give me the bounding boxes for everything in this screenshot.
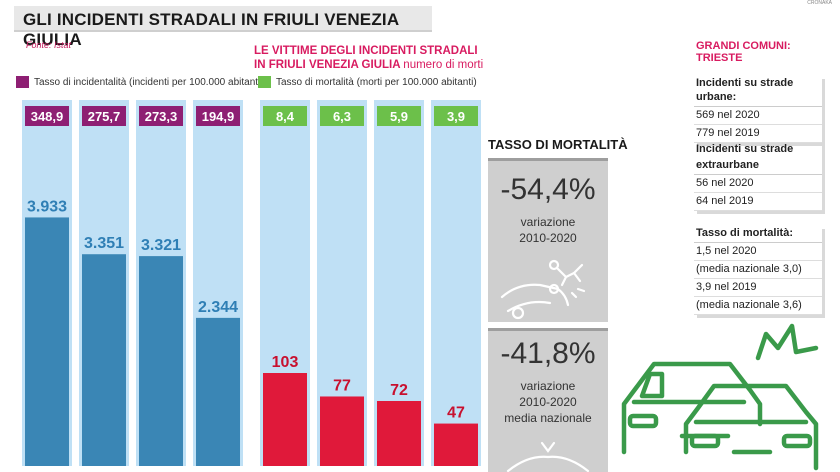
victims-rate-badge [263, 106, 307, 126]
mortality-title: TASSO DI MORTALITÀ [488, 137, 628, 152]
victims-value-label: 72 [390, 382, 408, 399]
victims-title-note: numero di morti [403, 59, 484, 71]
victims-title-line2: IN FRIULI VENEZIA GIULIA [254, 59, 401, 71]
incidents-value-label: 3.351 [84, 235, 124, 252]
cars-crash-icon [621, 323, 819, 471]
incidents-legend-label: Tasso di incidentalità (incidenti per 10… [34, 76, 264, 88]
victims-value-label: 103 [272, 354, 299, 371]
trieste-urban-heading: Incidenti su strade urbane: [694, 76, 822, 107]
title-box: GLI INCIDENTI STRADALI IN FRIULI VENEZIA… [14, 6, 432, 49]
trieste-mortality-row: 3,9 nel 2019 [694, 279, 822, 297]
mortality-box1-line1: variazione [520, 215, 576, 229]
mortality-box1-line2: 2010-2020 [519, 231, 577, 245]
incidents-rate-label: 194,9 [202, 109, 235, 124]
victims-bar [377, 400, 421, 466]
incidents-legend-swatch [16, 76, 29, 88]
trieste-urban-row: 569 nel 2020 [694, 107, 822, 125]
mortality-box2-line2: 2010-2020 [519, 395, 577, 409]
victims-rate-badge [434, 106, 478, 126]
incidents-rate-badge [82, 106, 126, 126]
source-label: Fonte: Istat [26, 40, 72, 50]
incidents-rate-label: 275,7 [88, 109, 121, 124]
trieste-mortality-row: (media nazionale 3,6) [694, 297, 822, 315]
trieste-urban-block: Incidenti su strade urbane: 569 nel 2020… [694, 76, 822, 143]
victims-value-label: 47 [447, 405, 465, 422]
incidents-bar [82, 254, 126, 466]
victims-rate-label: 6,3 [333, 109, 351, 124]
incidents-bar [196, 317, 240, 466]
mortality-box-fvg: -54,4% variazione 2010-2020 [488, 158, 608, 322]
trieste-urban-row: 779 nel 2019 [694, 125, 822, 143]
victims-value-label: 77 [333, 377, 351, 394]
incidents-legend: Tasso di incidentalità (incidenti per 10… [16, 76, 264, 88]
victims-legend: Tasso di mortalità (morti per 100.000 ab… [258, 76, 477, 88]
crash-icon [506, 441, 590, 472]
victims-bar [320, 396, 364, 466]
victims-title-line1: LE VITTIME DEGLI INCIDENTI STRADALI [254, 45, 478, 57]
mortality-box2-line3: media nazionale [504, 411, 592, 425]
incidents-rate-badge [196, 106, 240, 126]
trieste-extra-heading-1: Incidenti su strade [696, 143, 794, 155]
victims-rate-label: 8,4 [276, 109, 295, 124]
trieste-mortality-row: (media nazionale 3,0) [694, 261, 822, 279]
victims-legend-label: Tasso di mortalità (morti per 100.000 ab… [276, 76, 477, 88]
incidents-value-label: 3.933 [27, 198, 67, 215]
incidents-rate-label: 273,3 [145, 109, 178, 124]
incidents-rate-badge [25, 106, 69, 126]
mortality-box2-value: -41,8% [500, 337, 596, 370]
trieste-extra-row: 64 nel 2019 [694, 193, 822, 211]
trieste-extra-heading-2: extraurbane [694, 158, 822, 175]
trieste-title: GRANDI COMUNI: TRIESTE [696, 40, 791, 64]
victims-bar [434, 423, 478, 466]
victims-legend-swatch [258, 76, 271, 88]
victims-rate-label: 5,9 [390, 109, 408, 124]
trieste-mortality-row: 1,5 nel 2020 [694, 243, 822, 261]
mortality-box2-line1: variazione [520, 379, 576, 393]
pedestrian-crash-icon [500, 259, 586, 320]
incidents-bar [25, 217, 69, 466]
victims-column-bg [431, 100, 481, 466]
victims-title: LE VITTIME DEGLI INCIDENTI STRADALI IN F… [254, 44, 483, 72]
incidents-value-label: 3.321 [141, 237, 181, 254]
victims-rate-label: 3,9 [447, 109, 465, 124]
trieste-mortality-block: Tasso di mortalità: 1,5 nel 2020 (media … [694, 226, 822, 315]
mortality-box-national: -41,8% variazione 2010-2020 media nazion… [488, 328, 608, 472]
mortality-box1-value: -54,4% [500, 173, 596, 206]
incidents-rate-label: 348,9 [31, 109, 64, 124]
incidents-bar [139, 256, 183, 466]
incidents-rate-badge [139, 106, 183, 126]
page-title: GLI INCIDENTI STRADALI IN FRIULI VENEZIA… [23, 10, 399, 49]
trieste-extra-row: 56 nel 2020 [694, 175, 822, 193]
trieste-extra-block: Incidenti su strade extraurbane 56 nel 2… [694, 142, 822, 211]
incidents-value-label: 2.344 [198, 299, 238, 316]
credit-label: CRONAKA [807, 0, 832, 6]
victims-rate-badge [377, 106, 421, 126]
trieste-mortality-heading: Tasso di mortalità: [694, 226, 822, 243]
victims-bar [263, 373, 307, 466]
victims-rate-badge [320, 106, 364, 126]
